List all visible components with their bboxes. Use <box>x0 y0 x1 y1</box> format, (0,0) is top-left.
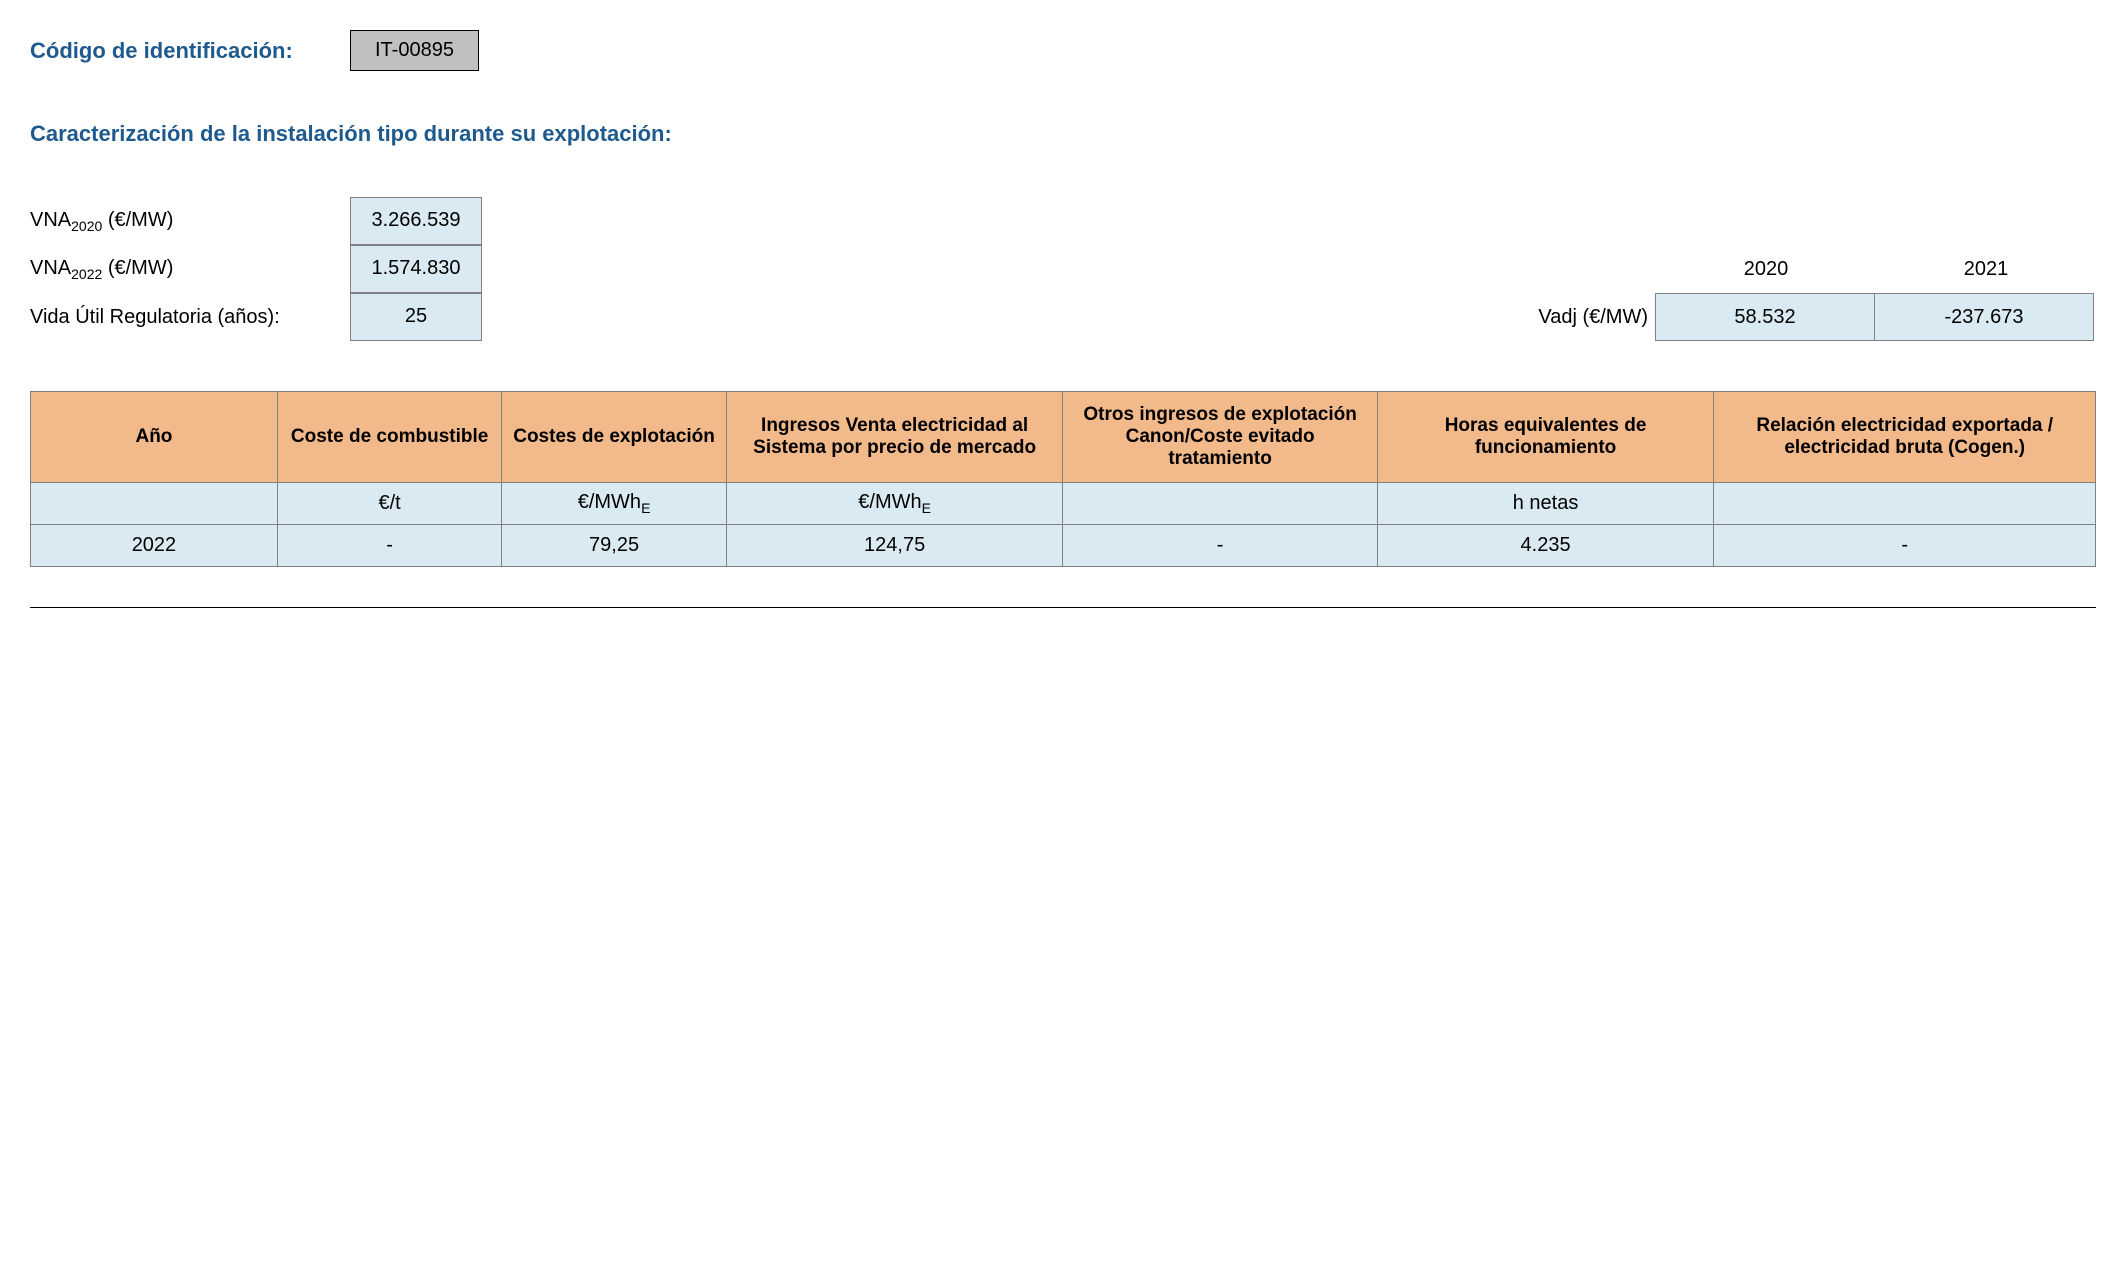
cell-sales-income: 124,75 <box>726 525 1063 567</box>
unit-expl-sub: E <box>641 500 650 516</box>
header-hours: Horas equivalentes de funcionamiento <box>1377 392 1714 483</box>
header-row: Código de identificación: IT-00895 <box>30 30 2096 71</box>
vadj-year1-header: 2020 <box>1656 258 1876 281</box>
params-right: 2020 2021 Vadj (€/MW) 58.532 -237.673 <box>1516 245 2096 341</box>
vna2020-sub: 2020 <box>71 218 102 234</box>
vadj-data-row: Vadj (€/MW) 58.532 -237.673 <box>1516 293 2096 341</box>
codigo-value-box: IT-00895 <box>350 30 479 71</box>
header-ratio: Relación electricidad exportada / electr… <box>1714 392 2096 483</box>
cell-hours: 4.235 <box>1377 525 1714 567</box>
unit-expl-prefix: €/MWh <box>578 491 641 513</box>
section-title: Caracterización de la instalación tipo d… <box>30 121 2096 147</box>
header-fuel-cost: Coste de combustible <box>277 392 501 483</box>
table-header-row: Año Coste de combustible Costes de explo… <box>31 392 2096 483</box>
cell-expl-cost: 79,25 <box>502 525 726 567</box>
vadj-label: Vadj (€/MW) <box>1516 306 1656 329</box>
vna2020-suffix: (€/MW) <box>102 209 173 231</box>
table-data-row: 2022 - 79,25 124,75 - 4.235 - <box>31 525 2096 567</box>
cell-year: 2022 <box>31 525 278 567</box>
unit-sales-prefix: €/MWh <box>858 491 921 513</box>
unit-hours: h netas <box>1377 483 1714 525</box>
vna2022-prefix: VNA <box>30 257 71 279</box>
params-left: VNA2020 (€/MW) 3.266.539 VNA2022 (€/MW) … <box>30 197 482 341</box>
vida-util-label: Vida Útil Regulatoria (años): <box>30 306 350 329</box>
codigo-label: Código de identificación: <box>30 38 350 64</box>
vna2022-value: 1.574.830 <box>350 245 482 293</box>
header-expl-cost: Costes de explotación <box>502 392 726 483</box>
table-units-row: €/t €/MWhE €/MWhE h netas <box>31 483 2096 525</box>
vna2020-label: VNA2020 (€/MW) <box>30 209 350 234</box>
unit-ratio <box>1714 483 2096 525</box>
vna2020-row: VNA2020 (€/MW) 3.266.539 <box>30 197 482 245</box>
params-container: VNA2020 (€/MW) 3.266.539 VNA2022 (€/MW) … <box>30 197 2096 341</box>
vadj-year2-value: -237.673 <box>1874 293 2094 341</box>
cell-fuel-cost: - <box>277 525 501 567</box>
footer-divider <box>30 607 2096 608</box>
vna2020-value: 3.266.539 <box>350 197 482 245</box>
unit-expl-cost: €/MWhE <box>502 483 726 525</box>
unit-fuel-cost: €/t <box>277 483 501 525</box>
vna2022-suffix: (€/MW) <box>102 257 173 279</box>
vna2020-prefix: VNA <box>30 209 71 231</box>
vna2022-sub: 2022 <box>71 266 102 282</box>
header-other-income: Otros ingresos de explotación Canon/Cost… <box>1063 392 1377 483</box>
unit-other-income <box>1063 483 1377 525</box>
vna2022-label: VNA2022 (€/MW) <box>30 257 350 282</box>
vadj-year2-header: 2021 <box>1876 258 2096 281</box>
unit-sales-income: €/MWhE <box>726 483 1063 525</box>
unit-year <box>31 483 278 525</box>
cell-ratio: - <box>1714 525 2096 567</box>
vida-util-value: 25 <box>350 293 482 341</box>
header-sales-income: Ingresos Venta electricidad al Sistema p… <box>726 392 1063 483</box>
vadj-year1-value: 58.532 <box>1655 293 1875 341</box>
unit-sales-sub: E <box>922 500 931 516</box>
cell-other-income: - <box>1063 525 1377 567</box>
vida-util-row: Vida Útil Regulatoria (años): 25 <box>30 293 482 341</box>
main-table: Año Coste de combustible Costes de explo… <box>30 391 2096 567</box>
vna2022-row: VNA2022 (€/MW) 1.574.830 <box>30 245 482 293</box>
header-year: Año <box>31 392 278 483</box>
vadj-header-row: 2020 2021 <box>1516 245 2096 293</box>
